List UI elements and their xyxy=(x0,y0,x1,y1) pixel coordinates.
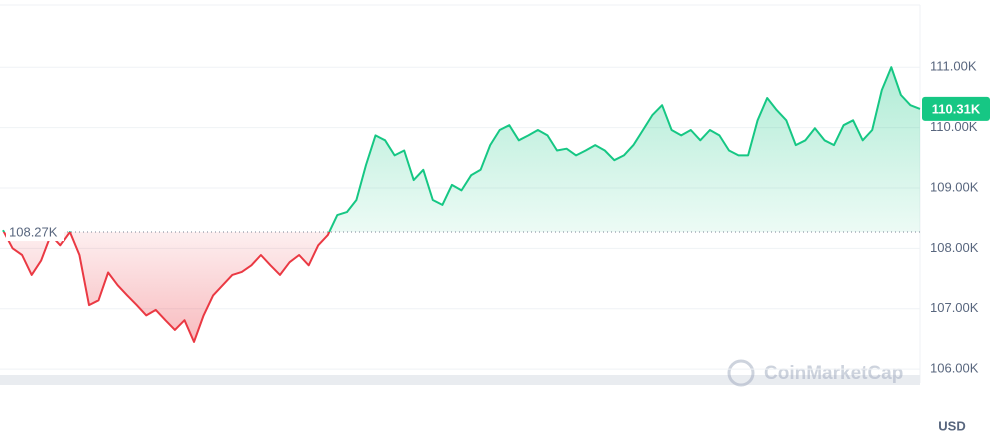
watermark-text: CoinMarketCap xyxy=(764,363,903,384)
y-tick-label: 110.00K xyxy=(930,119,978,134)
y-tick-label: 107.00K xyxy=(930,300,979,315)
y-tick-label: 109.00K xyxy=(930,179,979,194)
price-area xyxy=(3,67,920,342)
y-unit-label: USD xyxy=(938,418,965,433)
watermark: CoinMarketCap xyxy=(727,359,903,387)
price-line xyxy=(2,66,921,343)
watermark-logo xyxy=(727,359,755,387)
y-tick-label: 111.00K xyxy=(930,59,977,74)
last-price-tag xyxy=(922,96,990,121)
last-price-label: 110.31K xyxy=(932,101,981,116)
baseline-label-bg xyxy=(6,223,64,242)
baseline-label: 108.27K xyxy=(9,224,58,239)
volume-strip xyxy=(0,375,920,385)
y-tick-label: 108.00K xyxy=(930,240,979,255)
y-tick-label: 106.00K xyxy=(930,361,979,376)
